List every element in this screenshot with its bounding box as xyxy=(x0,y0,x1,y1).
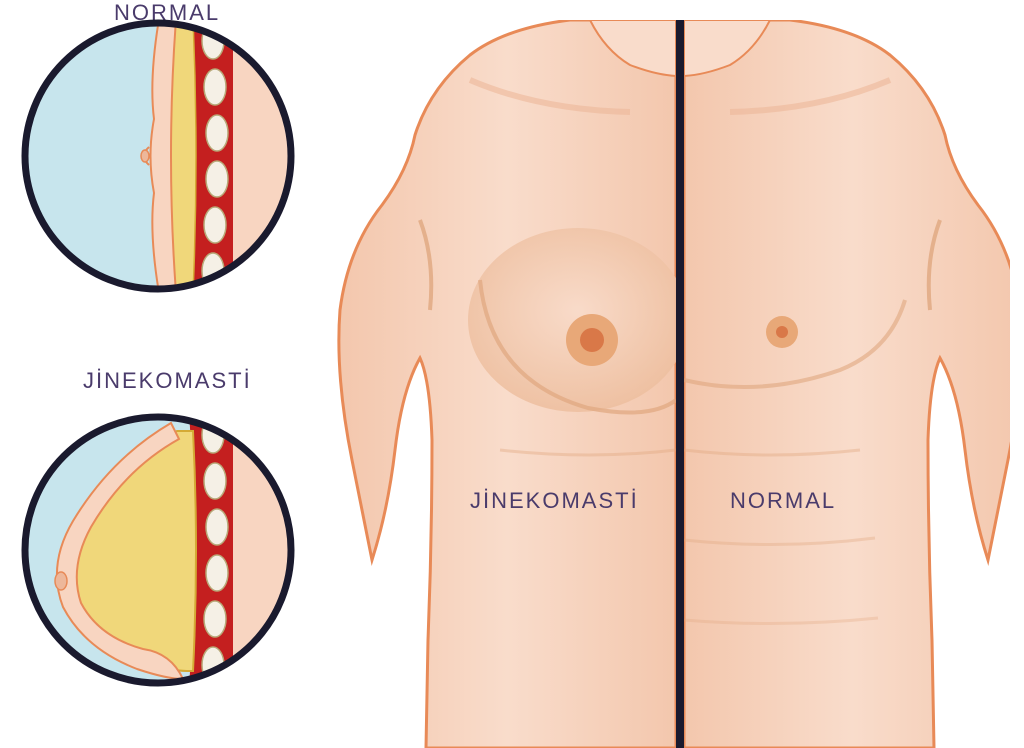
label-torso-left: JİNEKOMASTİ xyxy=(470,488,639,514)
inset-normal xyxy=(21,19,295,293)
diagram-canvas: NORMAL xyxy=(0,0,1024,748)
torso-right-half xyxy=(684,20,1010,748)
torso-left-half xyxy=(339,20,688,748)
label-torso-right: NORMAL xyxy=(730,488,836,514)
torso-svg xyxy=(330,20,1010,748)
inset-normal-svg xyxy=(21,19,295,293)
label-jinekomasti-top: JİNEKOMASTİ xyxy=(83,368,252,394)
torso-divider xyxy=(676,20,684,748)
inset-jinekomasti xyxy=(21,413,295,687)
inset-jinekomasti-svg xyxy=(21,413,295,687)
